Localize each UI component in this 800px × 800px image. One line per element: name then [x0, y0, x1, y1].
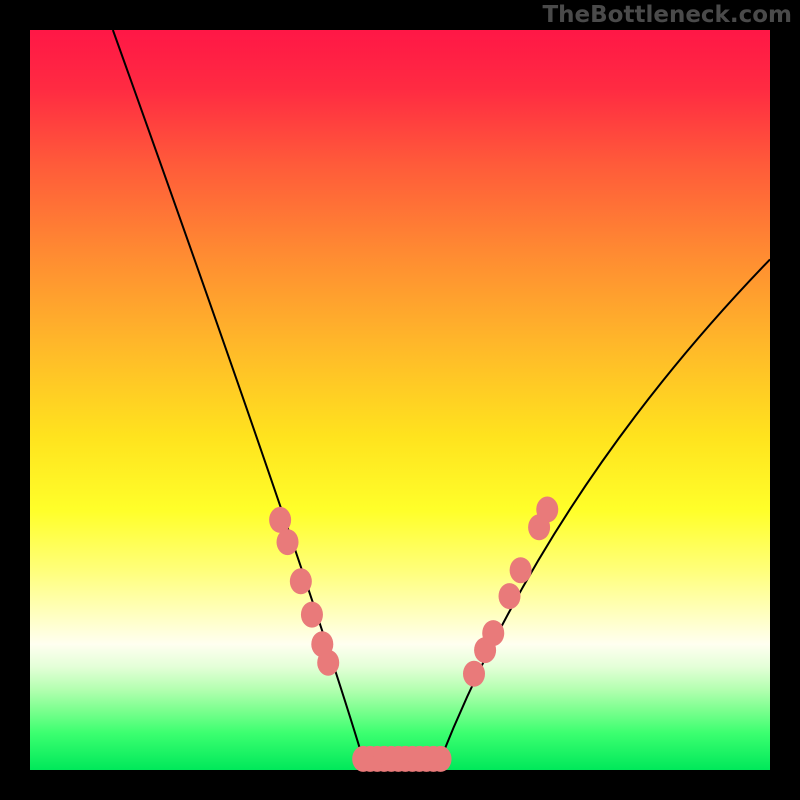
data-marker: [463, 661, 485, 687]
data-marker: [301, 602, 323, 628]
plot-area: [30, 30, 770, 770]
data-marker: [269, 507, 291, 533]
data-marker: [482, 620, 504, 646]
data-marker: [290, 568, 312, 594]
data-marker: [317, 650, 339, 676]
chart-container: TheBottleneck.com: [0, 0, 800, 800]
data-marker: [499, 583, 521, 609]
data-marker: [510, 557, 532, 583]
data-marker: [536, 497, 558, 523]
chart-svg: [0, 0, 800, 800]
data-marker: [277, 529, 299, 555]
data-marker: [430, 746, 452, 772]
watermark: TheBottleneck.com: [542, 2, 792, 28]
